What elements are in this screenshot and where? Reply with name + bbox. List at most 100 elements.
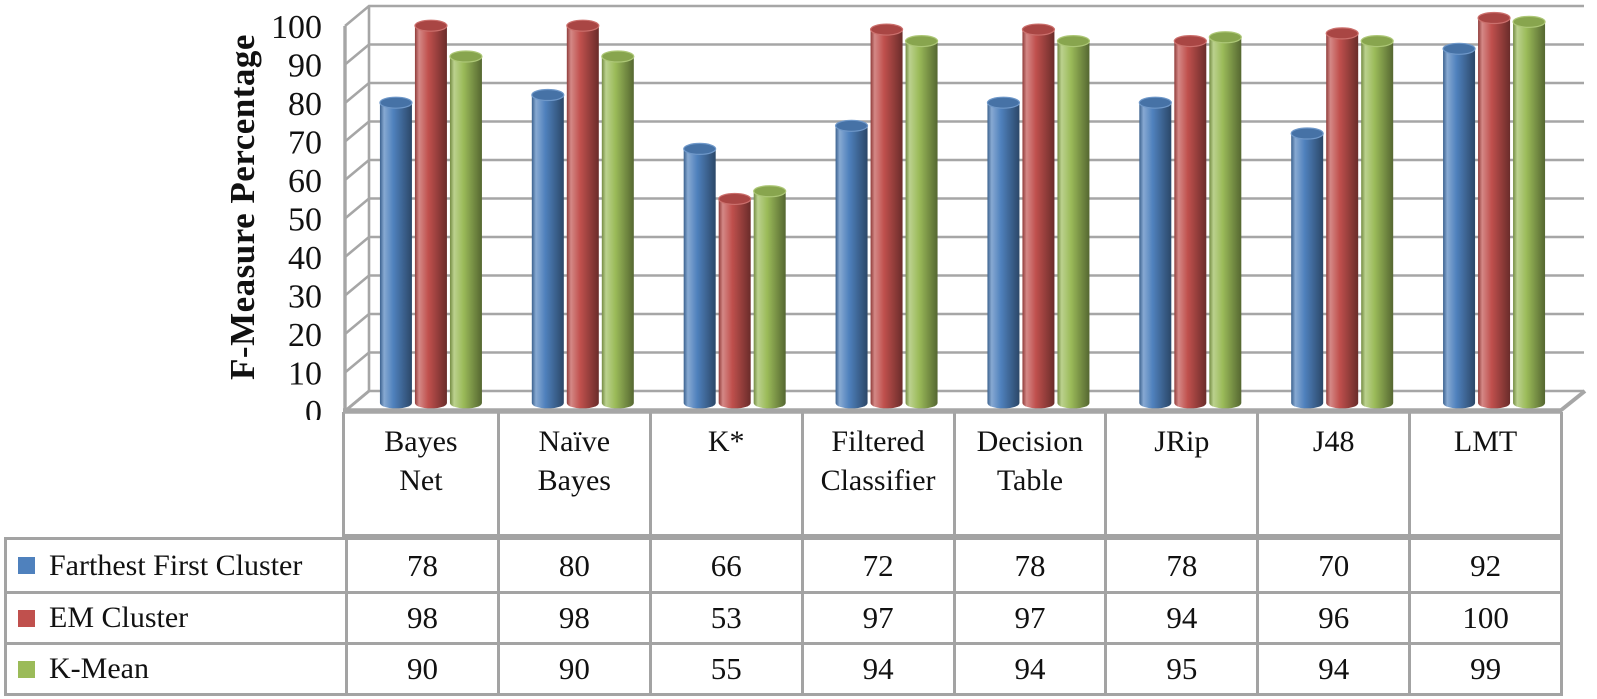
data-table: Farthest First Cluster 78 80 66 72 78 78 70 92 EM… (4, 537, 1563, 696)
bar-cylinder-top (1477, 11, 1511, 25)
x-axis-category-cell: Filtered Classifier (800, 412, 953, 534)
bar-cylinder-top (834, 119, 869, 132)
legend-swatch (18, 557, 35, 574)
bar-cylinder-top (1173, 34, 1207, 48)
y-tick-label: 60 (288, 163, 322, 200)
bar-cylinder-body (601, 56, 634, 409)
bar-cylinder-top (449, 50, 483, 63)
legend-label: K-Mean (49, 652, 149, 685)
bar-cylinder-body (870, 29, 903, 409)
floor-right-edge (1558, 389, 1587, 413)
bar-cylinder-body (1478, 18, 1511, 409)
x-axis-category-label: K* (707, 425, 745, 458)
table-value-cell: 99 (1408, 642, 1560, 693)
gridline (344, 197, 1584, 220)
bar-cylinder-body (414, 25, 447, 409)
legend-swatch (18, 609, 35, 627)
gridline (344, 43, 1584, 66)
bar-cylinder-body (1443, 48, 1476, 409)
bar-cylinder-top (753, 185, 787, 198)
gridline (344, 81, 1584, 104)
bar-cylinder-body (1326, 33, 1359, 409)
table-value-cell: 95 (1104, 642, 1257, 693)
bar-cylinder-top (1325, 27, 1359, 40)
bar-cylinder-top (379, 96, 413, 109)
bar-cylinder-body (1174, 41, 1207, 409)
bar-cylinder-top (1290, 127, 1324, 140)
table-value-cell: 100 (1408, 591, 1560, 642)
gridline (344, 389, 1584, 412)
bar-cylinder-body (566, 25, 599, 409)
bar-cylinder-top (869, 23, 904, 36)
legend-cell: Farthest First Cluster (7, 540, 345, 591)
bar-cylinder-body (987, 102, 1020, 409)
table-value-cell: 78 (952, 540, 1105, 591)
y-axis-title: F-Measure Percentage (223, 34, 262, 380)
bar-cylinder-top (986, 96, 1021, 109)
table-value-cell: 96 (1256, 591, 1409, 642)
gridline (344, 120, 1584, 143)
legend-cell: K-Mean (7, 642, 345, 693)
x-axis-category-label: Decision Table (976, 425, 1084, 497)
x-axis-category-label: LMT (1453, 425, 1518, 458)
table-value-cell: 94 (1104, 591, 1257, 642)
table-value-cell: 94 (1256, 642, 1409, 693)
floor-left-edge (344, 389, 370, 413)
table-value-cell: 78 (1104, 540, 1256, 591)
y-tick-label: 10 (288, 356, 322, 393)
table-value-cell: 70 (1256, 540, 1408, 591)
x-axis-category-cell: K* (648, 412, 801, 534)
x-axis-category-cell: Bayes Net (345, 412, 497, 534)
legend-cell: EM Cluster (7, 591, 345, 642)
table-value-cell: 53 (648, 591, 801, 642)
x-axis-category-label: Filtered Classifier (820, 425, 936, 497)
bar-cylinder-body (1513, 21, 1546, 409)
table-value-cell: 80 (496, 540, 649, 591)
table-value-cell: 94 (952, 642, 1105, 693)
bar-cylinder-top (904, 34, 939, 48)
legend-label: EM Cluster (49, 601, 189, 634)
bar-cylinder-top (1021, 23, 1056, 36)
bar-cylinder-top (414, 19, 448, 32)
bar-cylinder-body (753, 191, 786, 409)
y-tick-label: 70 (288, 125, 322, 162)
table-value-cell: 90 (496, 642, 649, 693)
table-value-cell: 98 (345, 591, 497, 642)
bar-cylinder-top (601, 50, 635, 63)
legend-label: Farthest First Cluster (49, 548, 303, 582)
x-axis-category-cell: Decision Table (952, 412, 1105, 534)
bar-cylinder-body (1057, 41, 1090, 409)
table-value-cell: 55 (648, 642, 801, 693)
bar-cylinder-body (718, 198, 751, 409)
bar-cylinder-body (1209, 37, 1242, 409)
table-value-cell: 94 (800, 642, 953, 693)
y-tick-label: 50 (288, 202, 322, 239)
gridline (344, 312, 1584, 335)
bar-cylinder-top (1512, 15, 1546, 28)
bar-cylinder-body (531, 95, 564, 409)
gridline (344, 4, 1584, 27)
y-tick-label: 0 (305, 394, 322, 420)
y-tick-label: 30 (288, 279, 322, 316)
gridline (344, 235, 1584, 258)
y-tick-label: 90 (288, 48, 322, 85)
bar-cylinder-body (683, 148, 716, 409)
x-axis-category-cell: J48 (1256, 412, 1408, 534)
bar-cylinder-body (835, 125, 868, 409)
bar-cylinder-body (379, 102, 412, 409)
table-value-cell: 78 (345, 540, 497, 591)
table-value-cell: 98 (496, 591, 649, 642)
bar-cylinder-body (905, 41, 938, 409)
y-tick-label: 100 (271, 9, 322, 46)
legend-swatch (18, 660, 35, 678)
x-axis-category-label: Naïve Bayes (537, 425, 611, 497)
bar-cylinder-top (1056, 34, 1091, 48)
bar-cylinder-top (1360, 34, 1394, 48)
table-value-cell: 97 (800, 591, 953, 642)
x-axis-category-cell: LMT (1408, 412, 1560, 534)
bar-cylinder-body (1139, 102, 1172, 409)
bar-cylinder-body (1291, 133, 1324, 409)
gridline (344, 158, 1584, 181)
x-axis-category-cell: Naïve Bayes (496, 412, 649, 534)
bar-cylinder-top (566, 19, 600, 32)
